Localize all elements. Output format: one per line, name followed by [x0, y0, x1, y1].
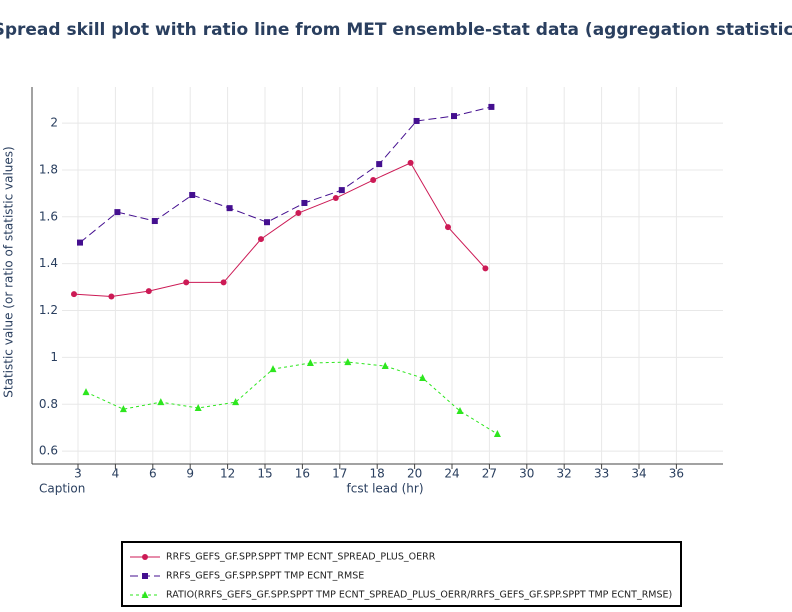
legend-label: RRFS_GEFS_GF.SPP.SPPT TMP ECNT_RMSE [166, 571, 364, 582]
legend-label: RATIO(RRFS_GEFS_GF.SPP.SPPT TMP ECNT_SPR… [166, 590, 672, 601]
marker [445, 224, 451, 231]
x-tick-label: 33 [594, 467, 609, 481]
marker [71, 291, 77, 298]
marker [264, 219, 270, 226]
marker [82, 388, 90, 396]
marker [295, 210, 302, 217]
marker [407, 159, 414, 166]
y-tick-label: 1 [50, 350, 58, 364]
x-tick-label: 36 [669, 467, 684, 481]
marker [332, 195, 339, 202]
marker [370, 177, 377, 184]
x-tick-label: 3 [74, 467, 82, 481]
marker [301, 199, 308, 206]
y-tick-label: 1.4 [39, 256, 58, 270]
x-tick-label: 17 [332, 467, 347, 481]
x-tick-label: 27 [482, 467, 497, 481]
y-tick-label: 1.8 [39, 162, 58, 176]
marker [488, 103, 495, 110]
x-tick-label: 4 [112, 467, 120, 481]
marker [157, 398, 165, 406]
series-line [85, 361, 498, 435]
marker [493, 430, 501, 438]
chart-title: Spread skill plot with ratio line from M… [0, 20, 792, 40]
marker [232, 398, 240, 406]
marker [142, 573, 148, 579]
y-tick-label: 1.6 [39, 209, 58, 223]
marker [344, 358, 352, 366]
marker [189, 192, 196, 199]
x-tick-label: 9 [186, 467, 194, 481]
legend-label: RRFS_GEFS_GF.SPP.SPPT TMP ECNT_SPREAD_PL… [166, 552, 436, 563]
marker [269, 365, 277, 373]
series-line [79, 106, 492, 243]
x-axis-title: fcst lead (hr) [347, 482, 424, 496]
x-tick-label: 24 [444, 467, 459, 481]
marker [114, 209, 121, 216]
marker [141, 591, 149, 598]
x-tick-label: 12 [220, 467, 235, 481]
y-tick-label: 0.8 [39, 397, 58, 411]
y-tick-label: 2 [50, 116, 58, 130]
marker [151, 218, 158, 225]
x-tick-label: 16 [295, 467, 310, 481]
marker [183, 279, 190, 286]
marker [376, 161, 383, 168]
marker [220, 279, 227, 286]
marker [142, 554, 148, 560]
marker [381, 362, 389, 370]
marker [413, 117, 420, 124]
marker [258, 236, 264, 243]
x-tick-label: 20 [407, 467, 422, 481]
marker [194, 404, 202, 412]
x-tick-label: 34 [631, 467, 646, 481]
caption: Caption [39, 482, 85, 496]
marker [482, 265, 489, 272]
marker [456, 407, 464, 415]
series-line [73, 162, 486, 297]
x-tick-label: 32 [557, 467, 572, 481]
y-tick-label: 0.6 [39, 444, 58, 458]
marker [119, 405, 127, 413]
marker [306, 359, 314, 367]
x-tick-label: 15 [257, 467, 272, 481]
marker [77, 239, 83, 246]
marker [145, 288, 152, 295]
x-tick-label: 30 [519, 467, 534, 481]
y-axis-title: Statistic value (or ratio of statistic v… [2, 146, 16, 397]
marker [338, 187, 345, 194]
x-tick-label: 6 [149, 467, 157, 481]
y-tick-label: 1.2 [39, 303, 58, 317]
marker [419, 374, 427, 382]
x-tick-label: 18 [370, 467, 385, 481]
marker [226, 205, 233, 212]
marker [108, 293, 115, 300]
marker [451, 113, 457, 120]
legend-box [121, 541, 682, 607]
